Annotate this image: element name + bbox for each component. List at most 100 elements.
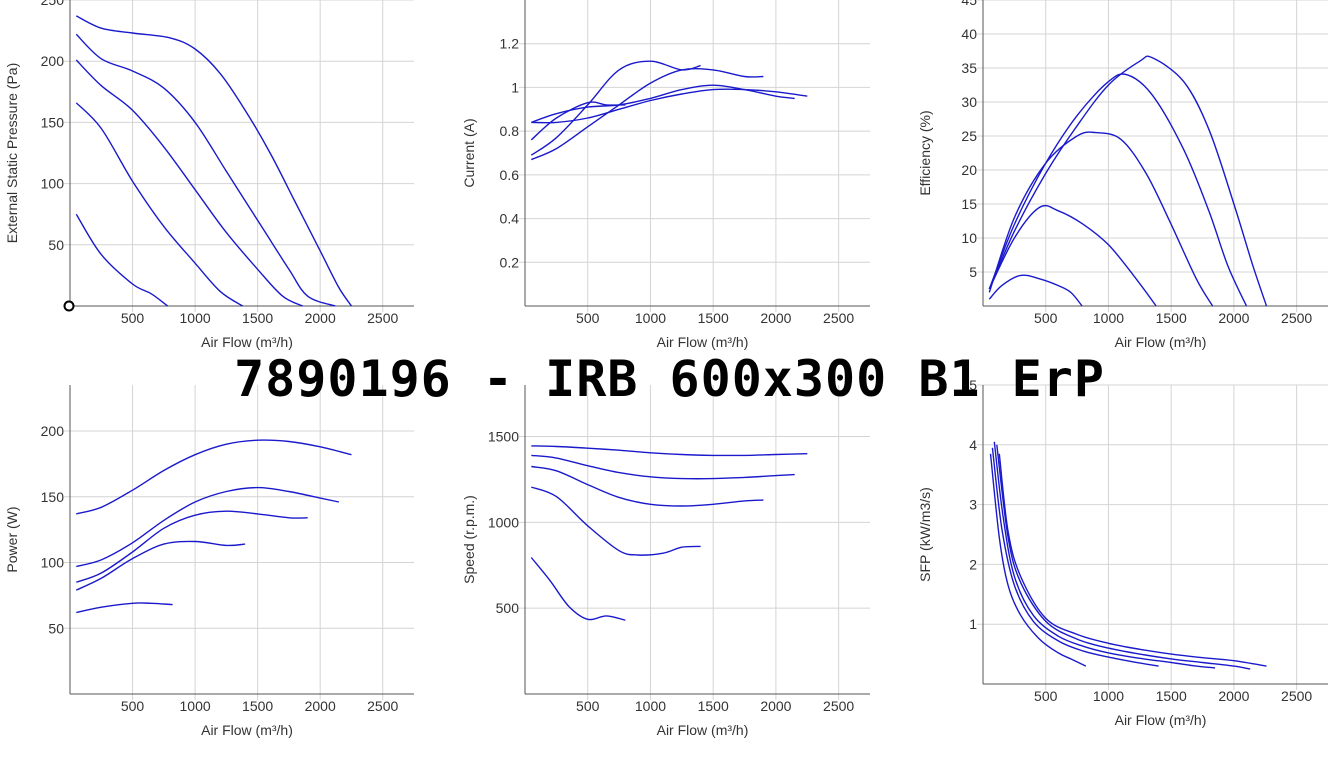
y-tick-label: 500 bbox=[496, 600, 520, 616]
y-axis-label: SFP (kW/m3/s) bbox=[917, 487, 933, 582]
y-tick-label: 50 bbox=[48, 237, 64, 253]
y-tick-label: 200 bbox=[41, 423, 65, 439]
chart-sfp: 500 1000 1500 2000 2500 1 2 3 4 5 Air Flow (m³/h) S… bbox=[917, 377, 1328, 728]
series-line-3 bbox=[531, 67, 764, 161]
x-tick-label: 2500 bbox=[367, 310, 398, 326]
series-line-5 bbox=[988, 274, 1083, 307]
y-tick-label: 100 bbox=[41, 555, 65, 571]
x-tick-label: 500 bbox=[576, 310, 600, 326]
y-tick-label: 4 bbox=[969, 437, 977, 453]
x-tick-label: 2500 bbox=[823, 310, 854, 326]
x-tick-label: 1500 bbox=[698, 310, 729, 326]
x-tick-label: 1500 bbox=[698, 698, 729, 714]
series-line-2 bbox=[531, 454, 795, 480]
series-line-1 bbox=[988, 55, 1268, 307]
x-axis-label: Air Flow (m³/h) bbox=[657, 722, 749, 738]
x-axis-label: Air Flow (m³/h) bbox=[201, 334, 293, 350]
series-line-3 bbox=[993, 441, 1216, 669]
series-line-2 bbox=[996, 444, 1251, 670]
series-line-3 bbox=[531, 465, 764, 507]
series-line-5 bbox=[76, 602, 173, 614]
x-tick-label: 2500 bbox=[367, 698, 398, 714]
x-axis-label: Air Flow (m³/h) bbox=[1115, 712, 1207, 728]
series-line-5 bbox=[530, 101, 626, 141]
y-tick-label: 35 bbox=[961, 60, 977, 76]
series-line-2 bbox=[75, 33, 336, 307]
series-line-3 bbox=[76, 510, 308, 583]
y-tick-label: 0.8 bbox=[500, 123, 520, 139]
series-line-4 bbox=[530, 60, 701, 156]
x-tick-label: 2000 bbox=[760, 310, 791, 326]
x-tick-label: 1000 bbox=[1093, 688, 1124, 704]
y-tick-label: 3 bbox=[969, 497, 977, 513]
series-line-1 bbox=[75, 15, 353, 307]
y-tick-label: 45 bbox=[961, 0, 977, 8]
y-tick-label: 150 bbox=[41, 114, 65, 130]
x-tick-label: 1000 bbox=[635, 310, 666, 326]
series-line-4 bbox=[991, 447, 1159, 667]
x-tick-label: 500 bbox=[576, 698, 600, 714]
x-tick-label: 500 bbox=[1034, 310, 1058, 326]
x-tick-label: 2000 bbox=[760, 698, 791, 714]
series-line-1 bbox=[531, 88, 808, 124]
y-tick-label: 5 bbox=[969, 377, 977, 393]
x-tick-label: 2500 bbox=[1281, 310, 1312, 326]
series-line-2 bbox=[76, 486, 340, 568]
chart-current: 500 1000 1500 2000 2500 0.2 0.4 0.6 0.8 1 1.2 Air F… bbox=[461, 0, 870, 350]
chart-efficiency: 500 1000 1500 2000 2500 5 10 15 20 25 30 35 40 45 Air … bbox=[917, 0, 1328, 350]
y-axis-label: Current (A) bbox=[461, 118, 477, 187]
y-axis-label: Speed (r.p.m.) bbox=[461, 495, 477, 584]
x-tick-label: 1500 bbox=[242, 310, 273, 326]
x-tick-label: 2000 bbox=[305, 310, 336, 326]
series-line-5 bbox=[530, 557, 626, 621]
series-line-5 bbox=[989, 453, 1087, 667]
x-tick-label: 1000 bbox=[1093, 310, 1124, 326]
y-axis-label: Efficiency (%) bbox=[917, 110, 933, 195]
x-tick-label: 2000 bbox=[1218, 688, 1249, 704]
series-line-3 bbox=[75, 59, 303, 307]
x-tick-label: 1500 bbox=[1156, 310, 1187, 326]
y-tick-label: 1.2 bbox=[500, 36, 520, 52]
x-axis-label: Air Flow (m³/h) bbox=[657, 334, 749, 350]
y-tick-label: 150 bbox=[41, 489, 65, 505]
series-line-4 bbox=[75, 102, 243, 307]
x-tick-label: 1000 bbox=[635, 698, 666, 714]
series-line-2 bbox=[988, 73, 1248, 307]
y-tick-label: 20 bbox=[961, 162, 977, 178]
chart-power: 500 1000 1500 2000 2500 50 100 150 200 Air Flow (… bbox=[4, 385, 414, 738]
y-tick-label: 1500 bbox=[488, 429, 519, 445]
chart-pressure: 500 1000 1500 2000 2500 50 100 150 200 250 Air Flo… bbox=[4, 0, 414, 350]
x-tick-label: 500 bbox=[121, 310, 145, 326]
x-tick-label: 1000 bbox=[180, 698, 211, 714]
x-tick-label: 1000 bbox=[180, 310, 211, 326]
chart-speed: 500 1000 1500 2000 2500 500 1000 1500 Air Flow (… bbox=[461, 385, 870, 738]
series-line-1 bbox=[76, 439, 352, 515]
series-line-2 bbox=[531, 84, 795, 124]
series-line-5 bbox=[75, 213, 169, 307]
origin-marker bbox=[63, 300, 75, 312]
y-tick-label: 1000 bbox=[488, 514, 519, 530]
series-line-4 bbox=[531, 486, 701, 556]
y-tick-label: 0.2 bbox=[500, 254, 520, 270]
series-line-4 bbox=[76, 540, 246, 591]
y-tick-label: 25 bbox=[961, 128, 977, 144]
y-tick-label: 1 bbox=[969, 616, 977, 632]
y-tick-label: 50 bbox=[48, 620, 64, 636]
x-tick-label: 1500 bbox=[242, 698, 273, 714]
y-tick-label: 5 bbox=[969, 264, 977, 280]
y-tick-label: 0.4 bbox=[500, 211, 520, 227]
x-tick-label: 2500 bbox=[1281, 688, 1312, 704]
x-tick-label: 500 bbox=[121, 698, 145, 714]
y-tick-label: 10 bbox=[961, 230, 977, 246]
x-tick-label: 2500 bbox=[823, 698, 854, 714]
y-axis-label: Power (W) bbox=[4, 506, 20, 572]
y-tick-label: 250 bbox=[41, 0, 65, 8]
x-tick-label: 1500 bbox=[1156, 688, 1187, 704]
y-axis-label: External Static Pressure (Pa) bbox=[4, 63, 20, 244]
x-tick-label: 500 bbox=[1034, 688, 1058, 704]
y-tick-label: 30 bbox=[961, 94, 977, 110]
y-tick-label: 2 bbox=[969, 556, 977, 572]
y-tick-label: 0.6 bbox=[500, 167, 520, 183]
series-line-1 bbox=[998, 453, 1267, 667]
